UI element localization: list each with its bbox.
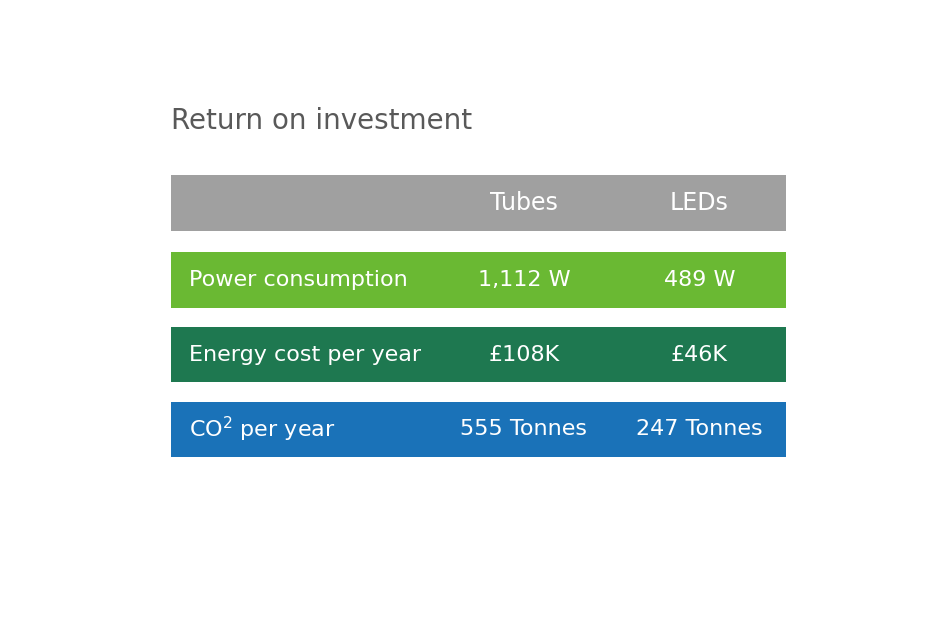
Text: LEDs: LEDs <box>670 191 729 215</box>
Text: Return on investment: Return on investment <box>171 107 473 135</box>
Text: 247 Tonnes: 247 Tonnes <box>636 419 763 439</box>
Text: Power consumption: Power consumption <box>189 270 408 290</box>
Text: CO$^2$ per year: CO$^2$ per year <box>189 415 335 444</box>
Text: £46K: £46K <box>671 345 728 365</box>
Text: 1,112 W: 1,112 W <box>477 270 571 290</box>
Bar <box>171 327 786 382</box>
Text: 489 W: 489 W <box>664 270 735 290</box>
Bar <box>171 252 786 308</box>
Text: Energy cost per year: Energy cost per year <box>189 345 421 365</box>
Bar <box>171 402 786 457</box>
Text: Tubes: Tubes <box>490 191 558 215</box>
Bar <box>171 175 786 230</box>
Text: £108K: £108K <box>488 345 559 365</box>
Text: 555 Tonnes: 555 Tonnes <box>460 419 587 439</box>
